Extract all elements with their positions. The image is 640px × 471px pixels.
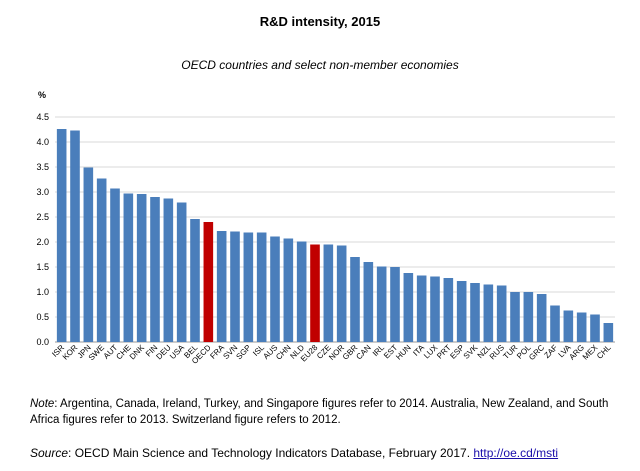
- bar-nzl: [483, 284, 494, 342]
- bar-fra: [216, 231, 227, 342]
- bar-deu: [163, 198, 174, 342]
- y-tick-label: 1.0: [36, 287, 49, 297]
- y-tick-label: 0.0: [36, 337, 49, 347]
- source-label: Source: [30, 446, 69, 460]
- bar-esp: [456, 281, 467, 342]
- bar-lva: [563, 310, 574, 342]
- bar-zaf: [550, 305, 560, 342]
- chart-note: Note: Argentina, Canada, Ireland, Turkey…: [30, 396, 620, 428]
- y-tick-label: 4.5: [36, 112, 49, 122]
- y-tick-label: 3.5: [36, 162, 49, 172]
- bar-che: [123, 193, 134, 342]
- y-tick-label: 0.5: [36, 312, 49, 322]
- chart-subtitle: OECD countries and select non-member eco…: [181, 58, 459, 72]
- bar-chn: [283, 238, 294, 342]
- bar-dnk: [136, 194, 147, 342]
- bar-pol: [523, 292, 534, 342]
- bar-nor: [336, 245, 347, 342]
- bar-oecd: [203, 222, 214, 342]
- bar-mex: [590, 314, 600, 342]
- note-text: : Argentina, Canada, Ireland, Turkey, an…: [30, 398, 609, 426]
- bar-usa: [176, 202, 187, 342]
- bar-arg: [576, 312, 587, 342]
- x-tick-label: CHL: [595, 343, 613, 361]
- chart-source: Source: OECD Main Science and Technology…: [30, 446, 630, 460]
- bar-jpn: [83, 167, 94, 342]
- y-axis-label: %: [38, 90, 46, 100]
- source-text: : OECD Main Science and Technology Indic…: [68, 446, 474, 460]
- bar-fin: [150, 197, 160, 342]
- bar-can: [363, 262, 374, 342]
- bar-irl: [376, 266, 387, 342]
- bar-chl: [603, 323, 614, 342]
- bar-ita: [416, 275, 427, 342]
- y-axis-ticks: 0.0 0.5 1.0 1.5 2.0 2.5 3.0 3.5 4.0 4.5: [36, 112, 49, 347]
- bar-hun: [403, 273, 414, 342]
- bar-chart: 0.0 0.5 1.0 1.5 2.0 2.5 3.0 3.5 4.0 4.5 ISRKORJPN…: [36, 90, 615, 366]
- x-tick-label: SGP: [234, 343, 252, 361]
- bar-svk: [470, 283, 480, 342]
- bar-kor: [70, 130, 80, 342]
- bar-bel: [190, 219, 200, 342]
- y-tick-label: 1.5: [36, 262, 49, 272]
- bar-aut: [110, 188, 120, 342]
- y-tick-label: 4.0: [36, 137, 49, 147]
- y-tick-label: 3.0: [36, 187, 49, 197]
- x-tick-label: HUN: [394, 343, 413, 362]
- bar-est: [390, 267, 400, 342]
- bar-cze: [323, 244, 334, 342]
- chart-title: R&D intensity, 2015: [259, 14, 381, 29]
- y-tick-label: 2.5: [36, 212, 49, 222]
- bars: [56, 129, 614, 342]
- note-label: Note: [30, 398, 55, 410]
- bar-gbr: [350, 257, 360, 342]
- bar-tur: [510, 292, 520, 342]
- bar-nld: [296, 241, 307, 342]
- bar-svn: [230, 231, 240, 342]
- bar-eu28: [310, 244, 320, 342]
- bar-lux: [430, 276, 440, 342]
- bar-sgp: [243, 232, 254, 342]
- bar-prt: [443, 278, 454, 342]
- bar-isl: [256, 232, 267, 342]
- bar-isr: [56, 129, 67, 342]
- bar-aus: [270, 236, 280, 342]
- gridlines: [55, 116, 615, 343]
- source-link[interactable]: http://oe.cd/msti: [473, 446, 559, 460]
- bar-grc: [536, 294, 547, 342]
- x-axis-labels: ISRKORJPNSWEAUTCHEDNKFINDEUUSABELOECDFRA…: [50, 343, 613, 366]
- y-tick-label: 2.0: [36, 237, 49, 247]
- bar-rus: [496, 285, 507, 342]
- bar-swe: [96, 178, 107, 342]
